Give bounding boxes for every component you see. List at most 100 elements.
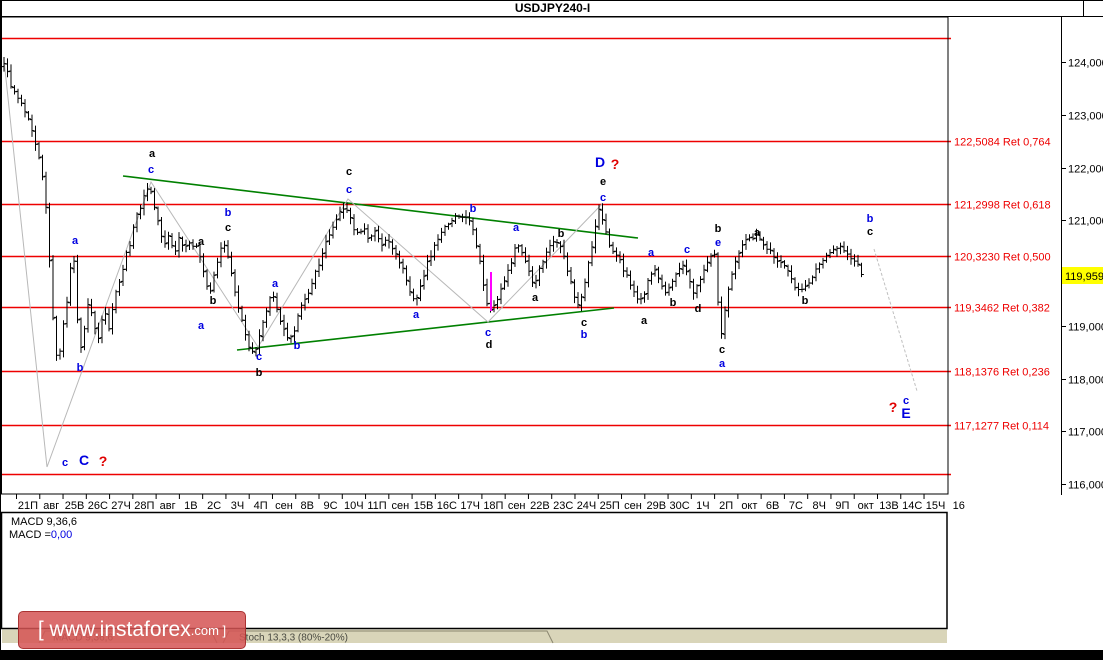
wave-label-c: c	[346, 166, 352, 178]
date-tick-label: 22В	[530, 500, 550, 512]
current-price-value: 119,959	[1065, 271, 1103, 283]
wave-label-a: a	[648, 247, 655, 259]
date-tick-label: 23С	[553, 500, 573, 512]
wave-label-?: ?	[99, 453, 108, 469]
macd-current-value: 0,00	[51, 529, 72, 541]
wave-label-c: c	[719, 344, 725, 356]
date-tick-label: 8Ч	[812, 500, 825, 512]
chart-title: USDJPY240-I	[514, 1, 591, 15]
date-tick-label: 15В	[414, 500, 434, 512]
wave-label-a: a	[198, 320, 205, 332]
date-axis-layer: 21П авг 25В 26С 27Ч 28П авг 1В 2С 3Ч 4П сен 8В 9С 10Ч 1…	[16, 494, 965, 512]
wave-label-a: a	[719, 358, 726, 370]
date-tick-label: 2С	[207, 500, 221, 512]
date-tick-label: окт	[858, 500, 874, 512]
wave-label-b: b	[294, 340, 301, 352]
wave-label-a: a	[641, 315, 648, 327]
wave-label-b: b	[225, 207, 232, 219]
date-tick-label: 8В	[301, 500, 314, 512]
watermark-text-suffix: .com ]	[190, 622, 227, 638]
date-tick-label: 13В	[879, 500, 899, 512]
wave-label-?: ?	[611, 156, 620, 172]
wave-label-d: d	[695, 303, 702, 315]
lower-green-trendline	[236, 307, 615, 351]
wave-label-c: c	[256, 351, 262, 363]
wave-label-c: C	[79, 452, 89, 468]
wave-label-b: b	[670, 297, 677, 309]
date-tick-label: 3Ч	[231, 500, 244, 512]
wave-label-c: c	[867, 226, 873, 238]
macd-indicator-label: MACD 9,36,6	[11, 516, 77, 528]
fib-level-label: 120,3230 Ret 0,500	[954, 252, 1051, 264]
wave-label-b: b	[77, 362, 84, 374]
date-tick-label: авг	[43, 500, 59, 512]
date-tick-label: сен	[508, 500, 526, 512]
date-tick-label: 9С	[323, 500, 337, 512]
date-tick-label: 26С	[88, 500, 108, 512]
date-tick-label: авг	[160, 500, 176, 512]
date-tick-label: 2П	[719, 500, 733, 512]
wave-label-b: b	[558, 228, 565, 240]
wave-label-?: ?	[889, 399, 898, 415]
wave-label-a: a	[149, 148, 156, 160]
date-tick-label: 25В	[65, 500, 85, 512]
date-tick-label: 21П	[18, 500, 38, 512]
date-tick-label: 29В	[647, 500, 667, 512]
titlebar-divider	[1083, 1, 1084, 16]
wave-label-c: c	[581, 317, 587, 329]
date-tick-label: 18П	[483, 500, 503, 512]
wave-label-c: c	[62, 457, 68, 469]
ohlc-bars	[1, 57, 864, 361]
window-bottom-bar	[1, 650, 1103, 660]
price-tick-label: 118,000	[1068, 375, 1103, 387]
date-tick-label: 1Ч	[696, 500, 709, 512]
date-tick-label: 15Ч	[926, 500, 946, 512]
wave-label-b: b	[867, 213, 874, 225]
macd-value-line: MACD =0,00	[9, 529, 72, 541]
broker-watermark: [ www.instaforex .com ]	[18, 611, 246, 649]
price-tick-label: 116,000	[1068, 480, 1103, 492]
tab-stochastic-label[interactable]: Stoch 13,3,3 (80%-20%)	[239, 633, 348, 644]
wave-label-b: b	[802, 295, 809, 307]
price-tick-label: 122,000	[1068, 164, 1103, 176]
price-tick-label: 121,000	[1068, 216, 1103, 228]
wave-label-a: a	[413, 309, 420, 321]
wave-label-c: c	[148, 164, 154, 176]
fib-level-label: 119,3462 Ret 0,382	[954, 303, 1050, 315]
wave-label-b: b	[470, 203, 477, 215]
wave-label-c: c	[600, 192, 606, 204]
wave-label-b: b	[210, 295, 217, 307]
date-tick-label: 28П	[134, 500, 154, 512]
fib-levels-layer: 122,5084 Ret 0,764 121,2998 Ret 0,618 120,…	[1, 37, 1051, 476]
wave-label-c: c	[903, 395, 909, 407]
date-tick-label: сен	[624, 500, 642, 512]
date-tick-label: 14С	[902, 500, 922, 512]
date-tick-label: 17Ч	[460, 500, 480, 512]
chart-area-border	[1, 16, 949, 495]
date-tick-label: 6В	[766, 500, 779, 512]
fib-level-label: 122,5084 Ret 0,764	[954, 137, 1051, 149]
projection-line	[873, 248, 918, 392]
date-tick-label: окт	[741, 500, 757, 512]
date-tick-label: 11П	[367, 500, 386, 512]
date-tick-label: 4П	[254, 500, 268, 512]
wave-label-e: E	[901, 405, 910, 421]
wave-label-a: a	[532, 292, 539, 304]
fib-level-label: 117,1277 Ret 0,114	[954, 421, 1049, 433]
date-tick-label: 10Ч	[344, 500, 364, 512]
trendlines-layer	[3, 59, 918, 468]
date-tick-label: 9П	[835, 500, 849, 512]
wave-label-e: e	[600, 176, 606, 188]
date-tick-label: 27Ч	[111, 500, 131, 512]
price-tick-label: 124,000	[1068, 58, 1103, 70]
date-tick-label: 16С	[437, 500, 457, 512]
wave-label-e: e	[715, 237, 721, 249]
wave-label-a: a	[513, 222, 520, 234]
wave-label-c: c	[346, 184, 352, 196]
price-tick-label: 117,000	[1068, 427, 1103, 439]
upper-green-trendline	[122, 175, 639, 239]
macd-value-prefix: MACD =	[9, 529, 51, 541]
